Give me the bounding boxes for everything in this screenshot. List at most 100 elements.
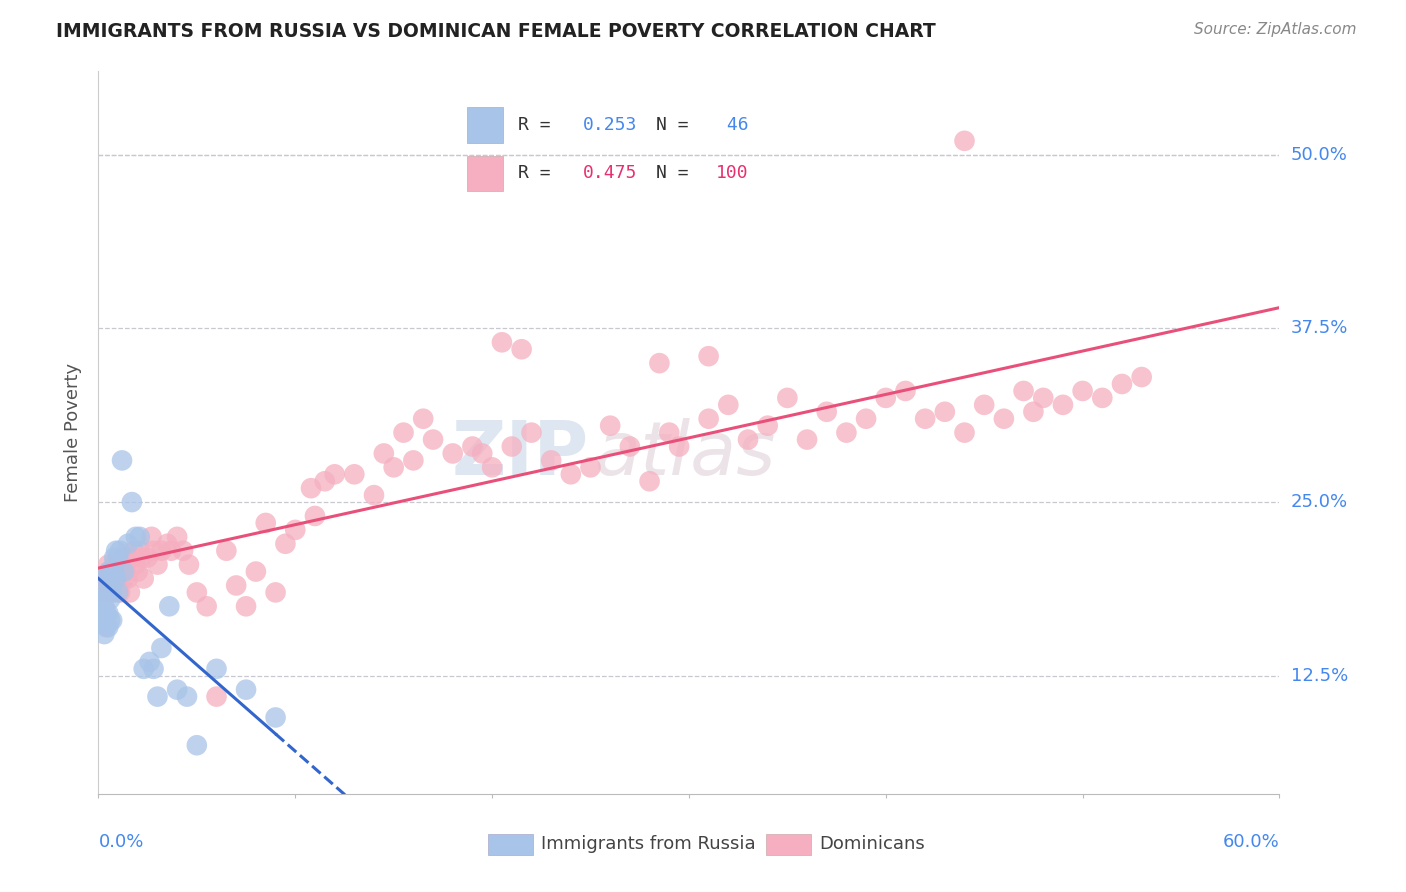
Point	[160, 543, 183, 558]
Point	[98, 565, 121, 579]
Point	[166, 530, 188, 544]
Point	[98, 613, 121, 627]
Y-axis label: Female Poverty: Female Poverty	[63, 363, 82, 502]
Point	[343, 467, 366, 482]
Point	[107, 550, 129, 565]
Point	[697, 349, 720, 363]
Point	[796, 433, 818, 447]
Point	[103, 565, 125, 579]
Bar	[488, 834, 533, 855]
Point	[914, 411, 936, 425]
Point	[382, 460, 405, 475]
Point	[121, 550, 143, 565]
Point	[737, 433, 759, 447]
Point	[1052, 398, 1074, 412]
Text: atlas: atlas	[595, 418, 776, 491]
Point	[658, 425, 681, 440]
Point	[205, 662, 228, 676]
Point	[235, 682, 257, 697]
Point	[953, 425, 976, 440]
Point	[97, 565, 120, 579]
Text: Dominicans: Dominicans	[818, 836, 925, 854]
Point	[392, 425, 415, 440]
Point	[195, 599, 218, 614]
Point	[648, 356, 671, 370]
Point	[128, 530, 150, 544]
Point	[105, 543, 128, 558]
Point	[875, 391, 897, 405]
Point	[1111, 376, 1133, 391]
Point	[1032, 391, 1054, 405]
Point	[166, 682, 188, 697]
Point	[855, 411, 877, 425]
Point	[93, 599, 115, 614]
Point	[186, 585, 208, 599]
Point	[717, 398, 740, 412]
Point	[323, 467, 346, 482]
Point	[520, 425, 543, 440]
Point	[111, 453, 134, 467]
Point	[89, 599, 111, 614]
Point	[91, 578, 114, 592]
Point	[91, 613, 114, 627]
Point	[264, 585, 287, 599]
Point	[142, 662, 165, 676]
Point	[756, 418, 779, 433]
Point	[96, 620, 118, 634]
Text: 25.0%: 25.0%	[1291, 493, 1348, 511]
Point	[91, 592, 114, 607]
Point	[97, 620, 120, 634]
Point	[117, 537, 139, 551]
Point	[105, 572, 128, 586]
Point	[894, 384, 917, 398]
Point	[776, 391, 799, 405]
Point	[128, 543, 150, 558]
Point	[1012, 384, 1035, 398]
Point	[235, 599, 257, 614]
Point	[98, 592, 121, 607]
Point	[599, 418, 621, 433]
Point	[668, 440, 690, 454]
Point	[205, 690, 228, 704]
Text: 50.0%: 50.0%	[1291, 145, 1347, 164]
Point	[103, 558, 125, 572]
Point	[132, 572, 155, 586]
Point	[1022, 405, 1045, 419]
Point	[245, 565, 267, 579]
Point	[422, 433, 444, 447]
Point	[101, 585, 124, 599]
Point	[254, 516, 277, 530]
Point	[107, 565, 129, 579]
Text: 0.0%: 0.0%	[98, 833, 143, 851]
Point	[481, 460, 503, 475]
Point	[101, 613, 124, 627]
Point	[1091, 391, 1114, 405]
Point	[373, 446, 395, 460]
Point	[93, 627, 115, 641]
Point	[103, 550, 125, 565]
Point	[225, 578, 247, 592]
Point	[215, 543, 238, 558]
Point	[491, 335, 513, 350]
Point	[117, 572, 139, 586]
Point	[934, 405, 956, 419]
Point	[314, 475, 336, 489]
Point	[112, 572, 135, 586]
Point	[157, 599, 180, 614]
Point	[441, 446, 464, 460]
Point	[150, 543, 173, 558]
Point	[619, 440, 641, 454]
Text: Immigrants from Russia: Immigrants from Russia	[541, 836, 756, 854]
Bar	[766, 834, 811, 855]
Point	[132, 662, 155, 676]
Point	[115, 565, 138, 579]
Point	[1071, 384, 1094, 398]
Point	[108, 543, 131, 558]
Point	[97, 607, 120, 621]
Point	[91, 607, 114, 621]
Point	[402, 453, 425, 467]
Text: IMMIGRANTS FROM RUSSIA VS DOMINICAN FEMALE POVERTY CORRELATION CHART: IMMIGRANTS FROM RUSSIA VS DOMINICAN FEMA…	[56, 22, 936, 41]
Point	[138, 655, 160, 669]
Point	[973, 398, 995, 412]
Point	[264, 710, 287, 724]
